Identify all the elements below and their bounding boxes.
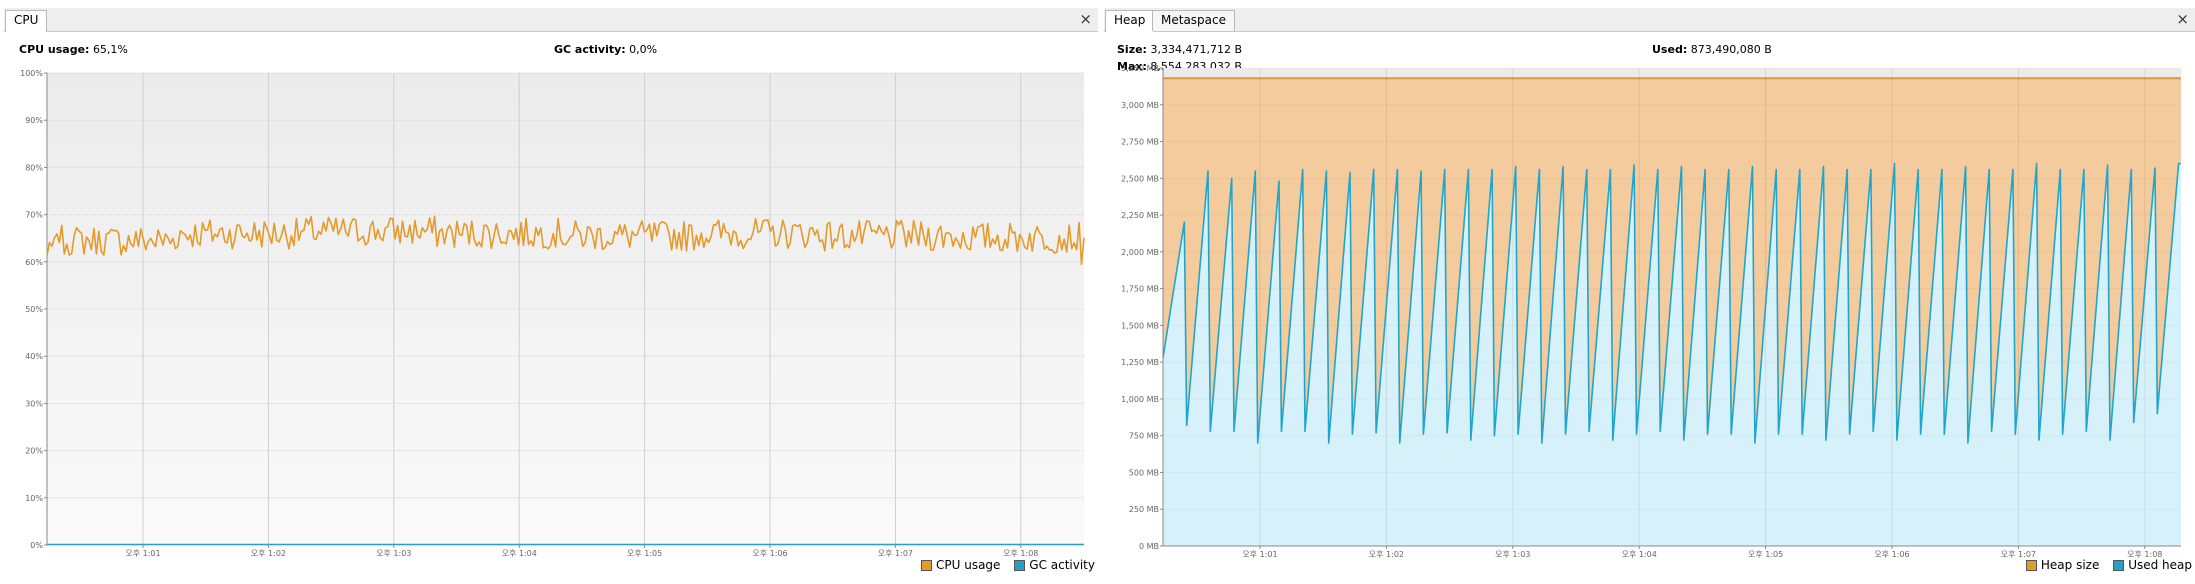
legend-label: CPU usage — [936, 558, 1001, 572]
x-tick-label: 오후 1:04 — [1622, 550, 1657, 559]
y-tick-label: 0 MB — [1139, 542, 1159, 551]
cpu-tab-bar: CPU × — [4, 8, 1098, 32]
y-tick-label: 70% — [25, 211, 43, 220]
used-heap-line — [1162, 162, 2181, 444]
y-tick-label: 2,000 MB — [1121, 248, 1159, 257]
cpu-usage-readout: CPU usage: 65,1% — [19, 43, 128, 56]
legend-item-cpu-usage: CPU usage — [921, 558, 1000, 572]
x-tick-label: 오후 1:05 — [627, 549, 662, 558]
y-tick-label: 250 MB — [1129, 505, 1159, 514]
x-tick-label: 오후 1:01 — [125, 549, 160, 558]
heap-size-readout: Size: 3,334,471,712 B — [1117, 43, 1242, 56]
cpu-chart: 0% 10% 20% 30% 40% 50% 60% 70% 80% 90% 100% 오후 1:01… — [20, 69, 1085, 558]
y-tick-label: 750 MB — [1129, 432, 1159, 441]
y-tick-label: 80% — [25, 163, 43, 172]
legend-item-used-heap: Used heap — [2113, 558, 2192, 572]
cpu-usage-value: 65,1% — [92, 43, 128, 56]
x-tick-label: 오후 1:06 — [1874, 550, 1909, 559]
y-tick-label: 30% — [25, 399, 43, 408]
heap-used-readout: Used: 873,490,080 B — [1652, 43, 1772, 56]
close-icon[interactable]: × — [2176, 10, 2189, 28]
y-tick-label: 90% — [25, 116, 43, 125]
tab-heap[interactable]: Heap — [1105, 10, 1155, 32]
close-icon[interactable]: × — [1079, 10, 1092, 28]
x-tick-label: 오후 1:08 — [1003, 549, 1038, 558]
y-tick-label: 500 MB — [1129, 468, 1159, 477]
legend-item-heap-size: Heap size — [2025, 558, 2100, 572]
legend-label: Used heap — [2128, 558, 2192, 572]
heap-size-value: 3,334,471,712 B — [1150, 43, 1242, 56]
y-tick-label: 3,250 MB — [1121, 64, 1159, 73]
x-tick-label: 오후 1:01 — [1242, 550, 1277, 559]
heap-panel: Heap Metaspace × Size: 3,334,471,712 B U… — [1104, 8, 2195, 576]
heap-used-value: 873,490,080 B — [1690, 43, 1772, 56]
heap-tab-bar: Heap Metaspace × — [1104, 8, 2195, 32]
heap-max-label: Max: — [1117, 60, 1147, 73]
gc-activity-swatch — [1014, 559, 1026, 571]
x-tick-label: 오후 1:07 — [2001, 550, 2036, 559]
x-tick-label: 오후 1:04 — [502, 549, 537, 558]
x-tick-label: 오후 1:08 — [2127, 550, 2162, 559]
y-tick-label: 50% — [25, 305, 43, 314]
y-tick-label: 1,250 MB — [1121, 358, 1159, 367]
y-tick-label: 10% — [25, 494, 43, 503]
x-tick-label: 오후 1:02 — [1369, 550, 1404, 559]
y-tick-label: 1,000 MB — [1121, 395, 1159, 404]
y-tick-label: 2,250 MB — [1121, 211, 1159, 220]
y-tick-label: 60% — [25, 258, 43, 267]
legend-label: GC activity — [1029, 558, 1095, 572]
legend-item-gc-activity: GC activity — [1014, 558, 1095, 572]
x-tick-label: 오후 1:03 — [1495, 550, 1530, 559]
legend-label: Heap size — [2040, 558, 2100, 572]
tab-metaspace[interactable]: Metaspace — [1152, 10, 1235, 31]
y-tick-label: 100% — [20, 69, 43, 78]
heap-chart: 0 MB 250 MB 500 MB 750 MB 1,000 MB 1,250 MB 1,… — [1121, 64, 2181, 559]
tab-cpu[interactable]: CPU — [5, 10, 48, 32]
x-tick-label: 오후 1:03 — [376, 549, 411, 558]
heap-legend: Heap size Used heap — [2016, 558, 2192, 574]
heap-size-swatch — [2025, 559, 2037, 571]
x-tick-label: 오후 1:06 — [752, 549, 787, 558]
y-tick-label: 0% — [30, 541, 43, 550]
y-tick-label: 40% — [25, 352, 43, 361]
x-tick-label: 오후 1:02 — [251, 549, 286, 558]
heap-used-label: Used: — [1652, 43, 1688, 56]
x-tick-label: 오후 1:07 — [878, 549, 913, 558]
y-tick-label: 2,500 MB — [1121, 174, 1159, 183]
y-tick-label: 1,750 MB — [1121, 285, 1159, 294]
cpu-usage-line — [46, 215, 1085, 265]
gc-activity-readout: GC activity: 0,0% — [554, 43, 657, 56]
used-heap-area — [1163, 163, 2181, 546]
heap-size-label: Size: — [1117, 43, 1147, 56]
cpu-legend: CPU usage GC activity — [911, 558, 1095, 574]
gc-activity-value: 0,0% — [629, 43, 658, 56]
y-tick-label: 3,000 MB — [1121, 101, 1159, 110]
cpu-panel: CPU × CPU usage: 65,1% GC activity: 0,0%… — [4, 8, 1098, 576]
gc-activity-label: GC activity: — [554, 43, 626, 56]
y-tick-label: 2,750 MB — [1121, 138, 1159, 147]
y-tick-label: 1,500 MB — [1121, 321, 1159, 330]
x-tick-label: 오후 1:05 — [1748, 550, 1783, 559]
cpu-usage-label: CPU usage: — [19, 43, 90, 56]
used-heap-swatch — [2113, 559, 2125, 571]
y-tick-label: 20% — [25, 447, 43, 456]
cpu-usage-swatch — [921, 559, 932, 571]
